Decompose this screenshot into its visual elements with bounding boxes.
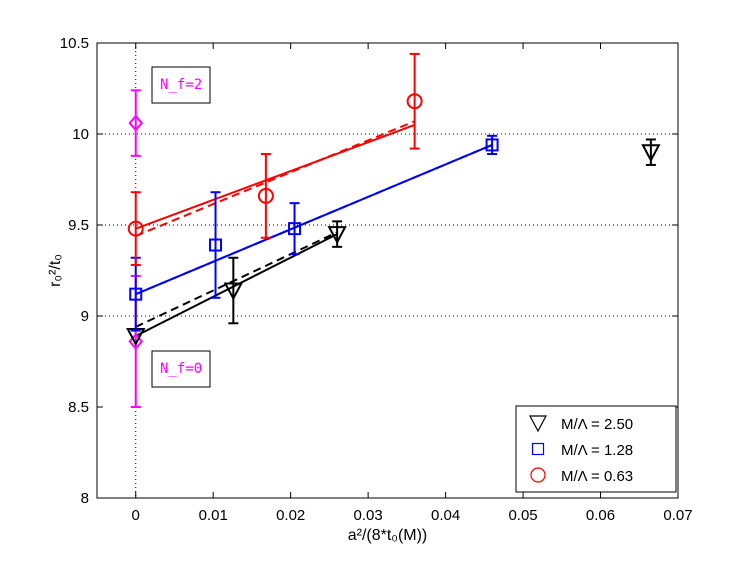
square-marker bbox=[531, 442, 545, 456]
triangle-marker bbox=[641, 144, 661, 163]
legend-label: M/Λ = 2.50 bbox=[561, 416, 633, 433]
triangle-marker bbox=[327, 226, 347, 245]
x-tick-label: 0.04 bbox=[431, 507, 460, 524]
legend-label: M/Λ = 0.63 bbox=[561, 468, 633, 485]
point-layer bbox=[126, 52, 661, 408]
reference-point bbox=[128, 89, 144, 157]
x-tick-label: 0.06 bbox=[586, 507, 615, 524]
y-tick-label: 10 bbox=[72, 126, 89, 143]
data-point bbox=[485, 134, 499, 156]
axes-layer: 0 0.01 0.02 0.03 0.04 0.05 0.06 0.07 8 8.5 9 9.5 10 1… bbox=[47, 35, 693, 544]
data-point bbox=[223, 256, 244, 325]
fit-line-solid bbox=[135, 143, 493, 296]
y-tick-label: 10.5 bbox=[60, 35, 89, 52]
diamond-marker bbox=[128, 332, 144, 351]
fit-line-dashed bbox=[135, 231, 338, 328]
square-marker bbox=[485, 138, 499, 152]
annotation-box bbox=[151, 350, 211, 388]
fit-line-dashed bbox=[135, 120, 415, 237]
square-marker bbox=[209, 238, 223, 252]
data-point bbox=[327, 220, 347, 248]
annotation-text: N_f=2 bbox=[160, 77, 202, 93]
circle-marker bbox=[127, 220, 144, 237]
diamond-marker bbox=[128, 114, 144, 132]
annotation-nf2: N_f=2 bbox=[151, 66, 211, 104]
annotation-layer: N_f=2 N_f=0 bbox=[151, 66, 211, 388]
x-tick-label: 0.02 bbox=[276, 507, 305, 524]
fit-layer bbox=[135, 120, 493, 337]
fit-line-solid bbox=[135, 233, 338, 337]
y-tick-label: 9.5 bbox=[68, 217, 89, 234]
data-point bbox=[288, 202, 302, 256]
square-marker bbox=[288, 222, 302, 236]
y-tick-label: 9 bbox=[81, 308, 89, 325]
y-tick-label: 8 bbox=[81, 490, 89, 507]
y-tick-label: 8.5 bbox=[68, 399, 89, 416]
fit-line-solid bbox=[135, 123, 415, 230]
legend-entry: M/Λ = 2.50 bbox=[529, 415, 633, 433]
data-point bbox=[257, 153, 274, 239]
legend-box bbox=[515, 405, 677, 493]
annotation-nf0: N_f=0 bbox=[151, 350, 211, 388]
plot-frame bbox=[96, 42, 679, 499]
x-tick-label: 0.03 bbox=[354, 507, 383, 524]
x-axis-label: a²/(8*t₀(M)) bbox=[348, 527, 428, 544]
circle-marker bbox=[406, 93, 423, 110]
square-marker bbox=[129, 287, 143, 301]
data-point bbox=[127, 191, 144, 267]
annotation-text: N_f=0 bbox=[160, 361, 202, 377]
circle-marker bbox=[257, 187, 274, 204]
legend-entry: M/Λ = 1.28 bbox=[531, 442, 633, 459]
grid-layer bbox=[97, 43, 678, 498]
x-tick-label: 0.01 bbox=[199, 507, 228, 524]
data-point bbox=[209, 191, 223, 299]
data-point bbox=[641, 138, 661, 166]
x-tick-label: 0 bbox=[132, 507, 140, 524]
triangle-marker bbox=[529, 415, 547, 433]
x-tick-label: 0.05 bbox=[508, 507, 537, 524]
y-axis-label: r₀²/t₀ bbox=[47, 254, 64, 287]
triangle-marker bbox=[223, 282, 244, 301]
legend-entry: M/Λ = 0.63 bbox=[530, 467, 633, 485]
legend-label: M/Λ = 1.28 bbox=[561, 442, 633, 459]
data-point bbox=[129, 256, 143, 332]
annotation-box bbox=[151, 66, 211, 104]
circle-marker bbox=[530, 467, 546, 483]
x-tick-label: 0.07 bbox=[663, 507, 692, 524]
data-point bbox=[406, 52, 423, 150]
legend: M/Λ = 2.50 M/Λ = 1.28 M/Λ = 0.63 bbox=[515, 405, 677, 493]
